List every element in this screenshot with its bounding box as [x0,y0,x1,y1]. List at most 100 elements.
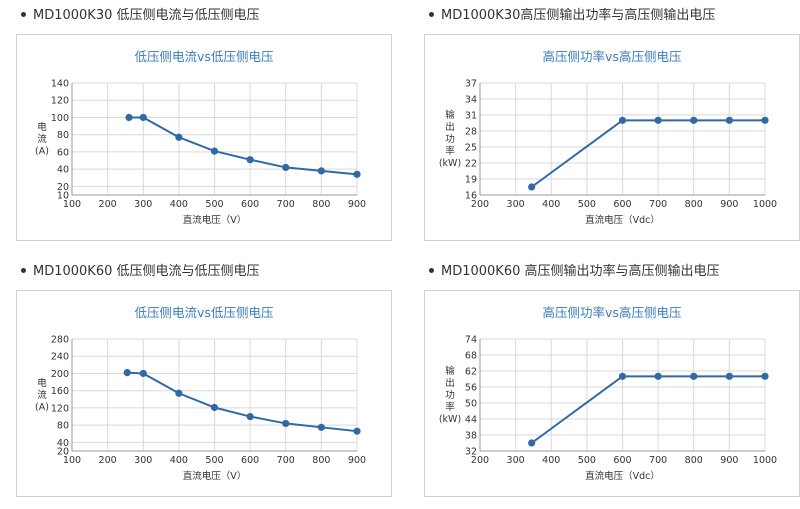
x-tick-label: 800 [312,199,330,210]
x-tick-label: 500 [205,455,223,466]
y-tick-label: 34 [465,95,477,106]
data-point [317,423,325,431]
series-line [531,375,765,444]
y-tick-label: 40 [57,165,69,176]
data-point [125,113,133,122]
section-heading-text: MD1000K60 低压侧电流与低压侧电压 [33,264,260,279]
chart-title: 低压侧电流vs低压侧电压 [135,305,274,320]
x-tick-label: 200 [99,199,117,210]
x-tick-label: 600 [613,199,631,210]
data-point [690,116,698,124]
x-tick-label: 600 [613,455,631,466]
data-point [210,403,219,412]
y-tick-label: 160 [51,386,69,397]
section-heading: MD1000K60 低压侧电流与低压侧电压 [16,262,260,282]
series-line [129,116,358,176]
data-point [282,163,290,172]
data-point [761,372,769,380]
x-tick-label: 100 [63,455,81,466]
data-point [725,116,733,124]
chart-title: 低压侧电流vs低压侧电压 [135,49,274,64]
y-axis-label: 出 [445,377,455,389]
x-tick-label: 200 [471,455,489,466]
x-tick-label: 500 [205,199,223,210]
x-tick-label: 300 [134,199,152,210]
data-point [175,133,183,141]
y-axis-label: 流 [37,133,47,145]
x-tick-label: 700 [277,455,295,466]
x-tick-label: 700 [277,199,295,210]
data-point [690,372,698,380]
x-tick-label: 100 [63,199,81,210]
y-tick-label: 56 [465,383,477,394]
x-tick-label: 900 [348,455,366,466]
x-tick-label: 400 [542,455,560,466]
y-tick-label: 62 [465,367,477,378]
y-tick-label: 120 [51,403,69,414]
y-axis-label: 电 [37,121,47,133]
y-tick-label: 20 [57,182,69,193]
series-line [531,119,765,188]
x-tick-label: 600 [241,199,259,210]
x-axis-label: 直流电压（Vdc） [585,470,660,482]
data-point [353,170,361,178]
y-tick-label: 22 [465,159,477,170]
y-tick-label: 120 [51,96,69,107]
x-tick-label: 400 [170,199,188,210]
y-axis-label: 率 [445,145,455,157]
chart-title: 高压侧功率vs高压侧电压 [543,49,682,64]
y-axis-label: 输 [445,365,455,377]
x-axis-label: 直流电压（V） [183,214,247,226]
section-heading-text: MD1000K30 低压侧电流与低压侧电压 [33,8,260,23]
data-point [761,116,769,124]
data-point [210,147,219,155]
x-tick-label: 400 [170,455,188,466]
y-tick-label: 50 [465,399,477,410]
x-tick-label: 200 [471,199,489,210]
y-tick-label: 16 [465,191,477,202]
y-axis-label: 率 [445,401,455,413]
x-tick-label: 900 [348,199,366,210]
section-heading: MD1000K30 低压侧电流与低压侧电压 [16,6,260,26]
chart-frame: 低压侧电流vs低压侧电压 20 40 80 120 160 200 240 280 100 200 3… [16,290,392,497]
x-tick-label: 900 [720,455,738,466]
x-tick-label: 700 [649,455,667,466]
y-tick-label: 25 [465,143,477,154]
y-axis-label: 功 [445,390,455,401]
x-tick-label: 300 [134,455,152,466]
bullet-icon [21,268,26,273]
data-point [246,156,254,164]
x-tick-label: 200 [99,455,117,466]
x-axis-label: 直流电压（Vdc） [585,214,660,226]
x-tick-label: 500 [578,455,596,466]
x-tick-label: 300 [507,199,525,210]
y-tick-label: 40 [57,438,69,449]
data-point [528,183,536,191]
y-axis-label: 功 [445,134,455,145]
x-tick-label: 900 [720,199,738,210]
x-axis-label: 直流电压（V） [183,470,247,482]
chart-panel-k60-high: MD1000K60 高压侧输出功率与高压侧输出电压 高压侧功率vs高压侧电压 32… [424,262,800,502]
y-tick-label: 44 [465,415,477,426]
line-chart: 高压侧功率vs高压侧电压 16 19 22 25 28 31 34 37 200 300 400 500… [439,49,777,226]
y-axis-label: (kW) [439,158,461,169]
x-tick-label: 1000 [753,455,777,466]
y-tick-label: 280 [51,335,69,346]
bullet-icon [429,12,434,17]
y-tick-label: 38 [465,431,477,442]
section-heading: MD1000K60 高压侧输出功率与高压侧输出电压 [424,262,720,282]
y-axis-label: (A) [35,402,49,413]
y-tick-label: 37 [465,79,477,90]
y-tick-label: 68 [465,351,477,362]
line-chart: 高压侧功率vs高压侧电压 32 38 44 50 56 62 68 74 200 300 400 500… [439,305,777,482]
y-tick-label: 19 [465,175,477,186]
y-tick-label: 60 [57,147,69,158]
x-tick-label: 700 [649,199,667,210]
y-tick-label: 28 [465,127,477,138]
chart-frame: 高压侧功率vs高压侧电压 32 38 44 50 56 62 68 74 200 300 400 500… [424,290,800,497]
y-tick-label: 200 [51,369,69,380]
data-point [353,427,361,435]
data-point [528,439,536,447]
